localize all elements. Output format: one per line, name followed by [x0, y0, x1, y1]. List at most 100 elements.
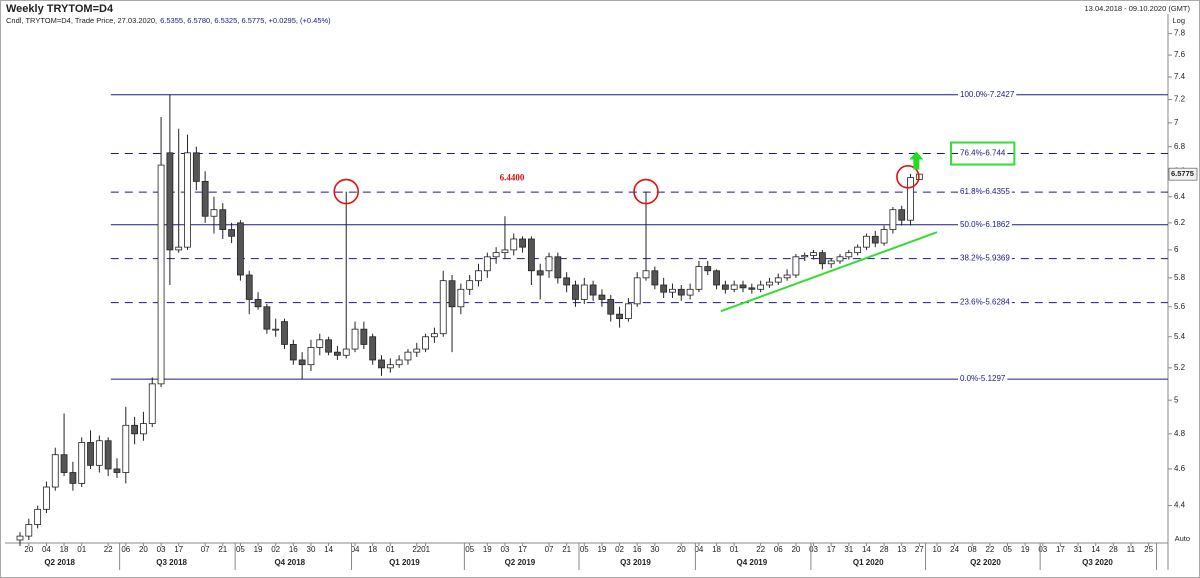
candle-body: [272, 328, 280, 331]
x-tick-label: 02: [271, 545, 280, 554]
y-tick-label: 6.4: [1174, 192, 1186, 201]
x-tick-label: 20: [677, 545, 686, 554]
x-tick-label: 04: [351, 545, 360, 554]
candle-body: [51, 454, 59, 488]
candle-body: [378, 359, 385, 369]
candle-body: [475, 270, 482, 282]
x-tick-label: 03: [1038, 545, 1047, 554]
x-tick-label: 17: [174, 545, 183, 554]
x-tick-label: 16: [633, 545, 642, 554]
candle-body: [289, 344, 297, 361]
highlight-circle: [633, 178, 659, 205]
y-tick-label: 7: [1174, 118, 1179, 127]
candle-body: [677, 288, 685, 296]
x-tick-label: 20: [791, 545, 800, 554]
quarter-label: Q2 2020: [970, 558, 1001, 567]
scale-label: Log: [1172, 16, 1185, 25]
date-range: 13.04.2018 - 09.10.2020 (GMT): [1085, 4, 1191, 13]
x-tick-label: 10: [933, 545, 942, 554]
x-tick-label: 18: [60, 545, 69, 554]
x-tick-label: 28: [880, 545, 889, 554]
candle-body: [519, 238, 526, 248]
candle-body: [245, 274, 253, 300]
candle-body: [871, 235, 879, 244]
quarter-label: Q1 2020: [853, 558, 884, 567]
candle-body: [192, 152, 200, 182]
candle-body: [818, 252, 826, 265]
candle-body: [607, 299, 615, 315]
candle-body: [863, 235, 870, 248]
x-tick-label: 11: [1127, 545, 1136, 554]
candle-body: [880, 229, 888, 244]
x-tick-label: 31: [1074, 545, 1083, 554]
y-tick-label: 4.6: [1174, 464, 1186, 473]
x-tick-label: 21: [218, 545, 227, 554]
x-tick-label: 01: [730, 545, 739, 554]
quarter-label: Q2 2018: [44, 558, 75, 567]
x-tick-label: 01: [386, 545, 395, 554]
auto-label: Auto: [1175, 534, 1190, 543]
x-tick-label: 01: [421, 545, 430, 554]
candle-body: [554, 256, 562, 279]
x-tick-label: 24: [950, 545, 959, 554]
candle-body: [122, 424, 130, 473]
candle-body: [589, 284, 597, 296]
candle-body: [660, 284, 668, 293]
x-tick-label: 05: [580, 545, 589, 554]
candle-body: [316, 339, 324, 348]
candle-body: [413, 348, 421, 353]
y-tick-label: 5.2: [1174, 363, 1186, 372]
candle-body: [545, 256, 553, 272]
candle-body: [466, 280, 474, 290]
candle-body: [721, 284, 729, 290]
x-tick-label: 20: [24, 545, 33, 554]
x-tick-label: 27: [915, 545, 924, 554]
candle-body: [34, 508, 42, 525]
x-tick-label: 20: [139, 545, 148, 554]
candle-body: [263, 306, 271, 330]
candle-body: [501, 249, 509, 254]
candle-body: [386, 364, 394, 369]
candle-body: [766, 281, 773, 286]
candle-body: [342, 348, 350, 356]
fib-label-bg: [958, 219, 1012, 230]
x-tick-label: 06: [774, 545, 783, 554]
y-tick-label: 6.2: [1174, 218, 1186, 227]
candle-body: [774, 277, 782, 283]
candle-body: [281, 321, 288, 345]
x-tick-label: 19: [1021, 545, 1030, 554]
fib-label: 38.2%-5.9369: [960, 254, 1010, 263]
candle-body: [87, 442, 94, 466]
last-price-bg: [1168, 167, 1198, 181]
x-tick-label: 05: [236, 545, 245, 554]
x-tick-label: 03: [500, 545, 509, 554]
x-tick-label: 03: [157, 545, 166, 554]
highlight-circle: [333, 178, 360, 205]
candle-body: [854, 246, 862, 254]
candle-body: [157, 164, 165, 385]
candle-body: [633, 277, 641, 305]
fib-label-bg: [958, 148, 1008, 159]
x-tick-label: 18: [368, 545, 377, 554]
candle-body: [836, 256, 844, 262]
x-tick-label: 14: [1091, 545, 1100, 554]
candle-body: [395, 359, 403, 366]
subtitle: Cndl, TRYTOM=D4, Trade Price, 27.03.2020…: [6, 16, 157, 25]
candle-body: [748, 287, 756, 290]
highlight-circle: [896, 165, 920, 189]
x-tick-label: 19: [254, 545, 263, 554]
y-tick-label: 5.8: [1174, 273, 1186, 282]
candle-body: [131, 424, 139, 435]
fib-label-bg: [958, 253, 1012, 264]
x-tick-label: 31: [844, 545, 853, 554]
fib-label: 76.4%-6.744: [960, 149, 1006, 158]
candle-body: [219, 209, 227, 230]
x-tick-label: 16: [289, 545, 298, 554]
candle-body: [624, 303, 632, 320]
candle-body: [704, 266, 712, 272]
candle-body: [616, 313, 623, 320]
candle-body: [651, 270, 659, 286]
x-tick-label: 13: [897, 545, 906, 554]
x-tick-label: 07: [201, 545, 210, 554]
x-tick-label: 03: [809, 545, 818, 554]
